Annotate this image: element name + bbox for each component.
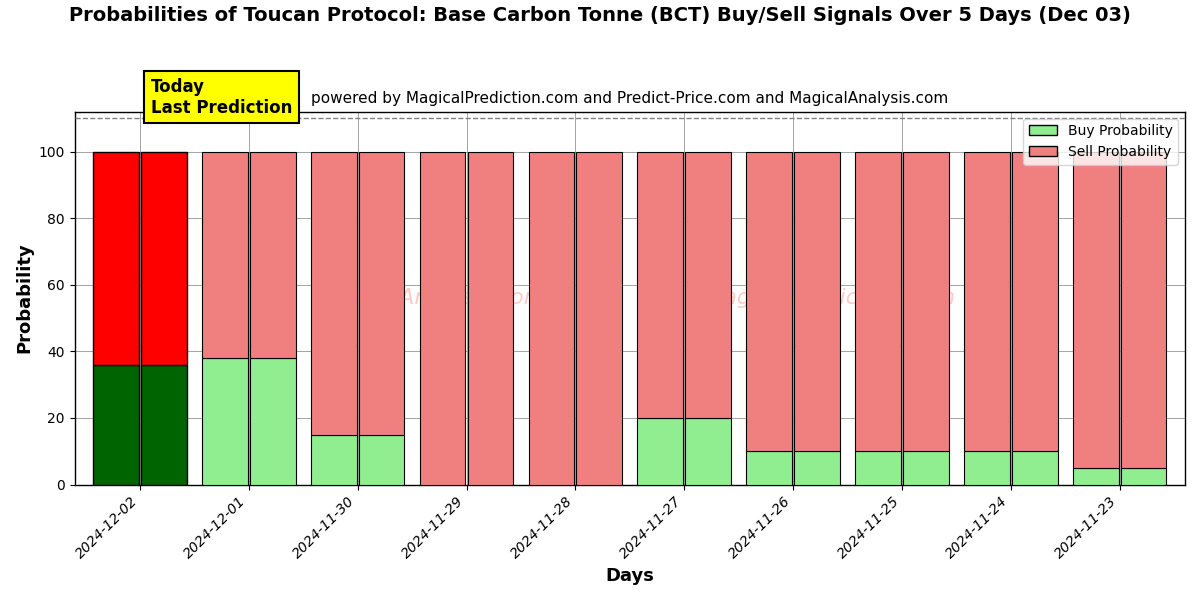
Bar [576, 152, 623, 485]
Bar [904, 152, 949, 451]
Bar [964, 451, 1009, 485]
Bar [1073, 468, 1118, 485]
Bar [142, 152, 187, 365]
Bar [94, 365, 139, 485]
Text: MagicalPrediction.com: MagicalPrediction.com [704, 288, 955, 308]
Bar [250, 358, 295, 485]
Bar [964, 152, 1009, 451]
Bar [202, 152, 247, 358]
Bar [637, 418, 683, 485]
Text: Today
Last Prediction: Today Last Prediction [151, 78, 293, 116]
Bar [250, 152, 295, 358]
Bar [1012, 152, 1057, 451]
Bar [359, 434, 404, 485]
Title: powered by MagicalPrediction.com and Predict-Price.com and MagicalAnalysis.com: powered by MagicalPrediction.com and Pre… [311, 91, 948, 106]
Bar [1073, 152, 1118, 468]
Bar [856, 152, 901, 451]
Bar [794, 451, 840, 485]
Bar [904, 451, 949, 485]
Bar [1121, 152, 1166, 468]
Bar [142, 365, 187, 485]
Bar [202, 358, 247, 485]
Bar [311, 434, 356, 485]
Bar [528, 152, 575, 485]
Legend: Buy Probability, Sell Probability: Buy Probability, Sell Probability [1024, 119, 1178, 164]
Bar [746, 451, 792, 485]
Bar [94, 152, 139, 365]
Bar [1121, 468, 1166, 485]
Bar [794, 152, 840, 451]
Bar [420, 152, 466, 485]
X-axis label: Days: Days [605, 567, 654, 585]
Bar [359, 152, 404, 434]
Bar [637, 152, 683, 418]
Bar [856, 451, 901, 485]
Bar [685, 418, 731, 485]
Bar [685, 152, 731, 418]
Bar [1012, 451, 1057, 485]
Bar [311, 152, 356, 434]
Text: MagicalAnalysis.com: MagicalAnalysis.com [314, 288, 546, 308]
Y-axis label: Probability: Probability [16, 243, 34, 353]
Text: Probabilities of Toucan Protocol: Base Carbon Tonne (BCT) Buy/Sell Signals Over : Probabilities of Toucan Protocol: Base C… [70, 6, 1130, 25]
Bar [468, 152, 514, 485]
Bar [746, 152, 792, 451]
